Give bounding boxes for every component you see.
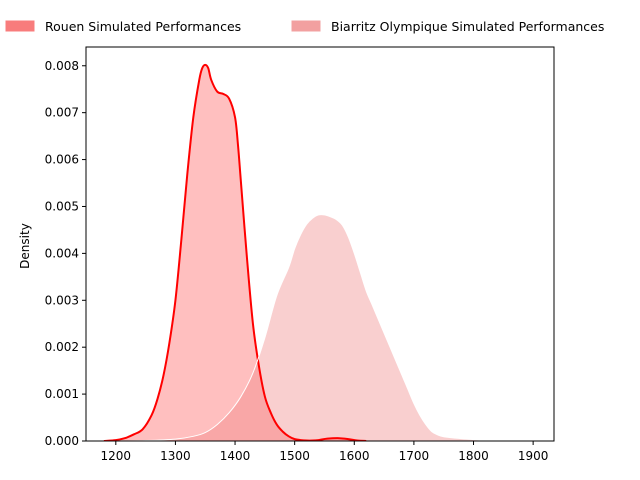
y-tick-label: 0.006 <box>45 153 79 167</box>
y-tick-label: 0.002 <box>45 340 79 354</box>
y-tick-label: 0.003 <box>45 293 79 307</box>
x-tick-label: 1800 <box>458 449 489 463</box>
axes: 1200 1300 1400 1500 1600 1700 1800 1900 0.000 0.0… <box>45 46 555 463</box>
legend-swatch-2 <box>291 20 321 32</box>
y-axis-label: Density <box>18 223 32 269</box>
x-tick-label: 1200 <box>101 449 132 463</box>
y-tick-label: 0.007 <box>45 106 79 120</box>
legend-swatch-1 <box>5 20 35 32</box>
plot-area <box>103 63 510 441</box>
y-tick-label: 0.004 <box>45 246 79 260</box>
x-tick-label: 1400 <box>220 449 251 463</box>
y-tick-label: 0.005 <box>45 199 79 213</box>
legend-label-2: Biarritz Olympique Simulated Performance… <box>331 19 604 34</box>
y-tick-label: 0.001 <box>45 387 79 401</box>
plot-inner <box>103 63 510 441</box>
x-tick-label: 1700 <box>399 449 430 463</box>
y-tick-label: 0.008 <box>45 59 79 73</box>
plot-frame <box>85 46 555 442</box>
x-tick-label: 1900 <box>518 449 549 463</box>
x-tick-label: 1600 <box>339 449 370 463</box>
series-2-area <box>115 214 510 441</box>
y-tick-label: 0.000 <box>45 434 79 448</box>
legend: Rouen Simulated Performances Biarritz Oly… <box>5 19 604 34</box>
legend-label-1: Rouen Simulated Performances <box>45 19 241 34</box>
series-2-line <box>115 214 510 441</box>
x-tick-label: 1500 <box>279 449 310 463</box>
x-tick-label: 1300 <box>160 449 191 463</box>
